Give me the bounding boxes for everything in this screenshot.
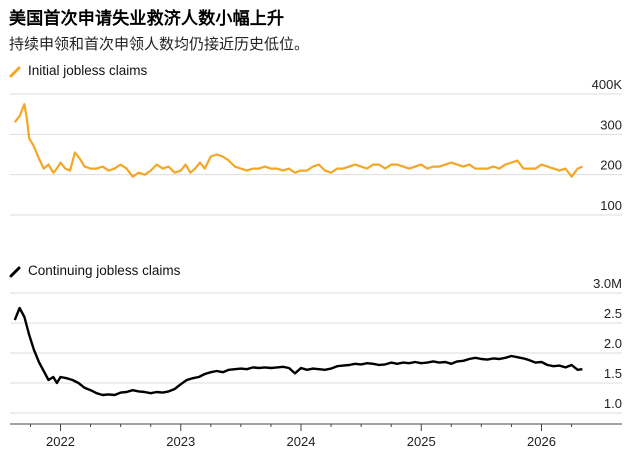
continuing-y-tick-label: 2.0 — [604, 336, 622, 351]
continuing-y-tick-labels: 1.0 1.5 2.0 2.5 3.0M — [593, 276, 622, 411]
initial-claims-line — [13, 103, 583, 178]
continuing-claims-panel: Continuing jobless claims 1.0 1.5 2.0 2.5 3.… — [9, 263, 622, 414]
continuing-y-tick-label: 1.5 — [604, 366, 622, 381]
continuing-y-tick-label: 2.5 — [604, 306, 622, 321]
x-tick-label: 2023 — [166, 434, 195, 449]
initial-y-tick-label: 100 — [600, 198, 622, 213]
continuing-y-tick-label: 3.0M — [593, 276, 622, 291]
continuing-y-grid — [10, 292, 622, 414]
initial-legend-label: Initial jobless claims — [28, 63, 148, 78]
initial-y-tick-label: 300 — [600, 117, 622, 132]
x-tick-label: 2024 — [287, 434, 316, 449]
initial-y-tick-label: 400K — [592, 77, 623, 92]
x-tick-label: 2025 — [407, 434, 436, 449]
x-tick-label: 2026 — [527, 434, 556, 449]
page-subtitle: 持续申领和首次申领人数均仍接近历史低位。 — [9, 35, 310, 53]
x-axis: 2022 2023 2024 2025 2026 — [10, 423, 622, 449]
x-tick-label: 2022 — [46, 434, 75, 449]
initial-y-tick-label: 200 — [600, 158, 622, 173]
continuing-legend-label: Continuing jobless claims — [28, 263, 181, 278]
continuing-y-tick-label: 1.0 — [604, 396, 622, 411]
initial-legend-swatch — [9, 66, 21, 78]
initial-y-grid — [10, 93, 622, 216]
continuing-legend-swatch — [9, 266, 21, 278]
continuing-claims-line — [13, 306, 583, 397]
initial-claims-panel: Initial jobless claims 100 200 300 400K — [9, 63, 623, 216]
page-title: 美国首次申请失业救济人数小幅上升 — [9, 9, 285, 29]
initial-y-tick-labels: 100 200 300 400K — [592, 77, 623, 213]
